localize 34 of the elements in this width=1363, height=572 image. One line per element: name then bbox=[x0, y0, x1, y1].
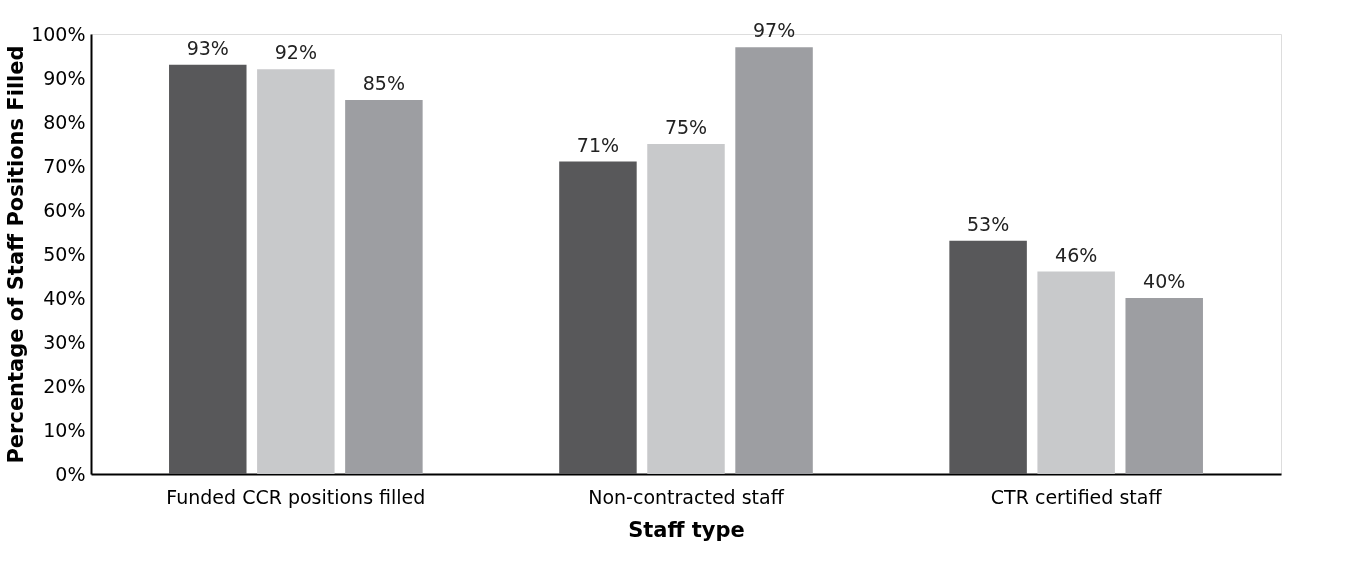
y-tick-label: 60% bbox=[43, 198, 86, 221]
data-label: 75% bbox=[664, 116, 708, 138]
bar bbox=[345, 100, 423, 474]
y-tick-label: 40% bbox=[43, 286, 86, 309]
x-tick-label: Funded CCR positions filled bbox=[166, 485, 426, 508]
y-tick-label: 10% bbox=[43, 418, 86, 441]
y-tick-label: 70% bbox=[43, 154, 86, 177]
y-tick-label: 80% bbox=[43, 110, 86, 133]
y-axis-title: Percentage of Staff Positions Filled bbox=[4, 45, 29, 464]
bar bbox=[647, 144, 725, 474]
bar bbox=[257, 69, 335, 474]
x-axis-title: Staff type bbox=[628, 517, 745, 542]
bar bbox=[949, 240, 1027, 474]
y-tick-label: 100% bbox=[31, 22, 86, 45]
y-tick-label: 50% bbox=[43, 242, 86, 265]
data-label: 93% bbox=[186, 36, 229, 59]
bar bbox=[169, 64, 247, 474]
bar bbox=[735, 47, 813, 474]
bar bbox=[1037, 271, 1115, 474]
data-label: 40% bbox=[1143, 270, 1186, 292]
bar bbox=[1125, 298, 1203, 474]
bar bbox=[559, 161, 637, 474]
x-tick-label: Non-contracted staff bbox=[588, 485, 785, 508]
data-label: 71% bbox=[576, 133, 620, 156]
y-tick-label: 90% bbox=[43, 66, 86, 89]
y-tick-label: 0% bbox=[55, 462, 86, 485]
data-label: 85% bbox=[362, 72, 406, 94]
x-tick-label: CTR certified staff bbox=[990, 485, 1163, 508]
data-label: 53% bbox=[966, 212, 1010, 235]
data-label: 92% bbox=[274, 41, 317, 64]
data-label: 46% bbox=[1055, 243, 1098, 266]
y-tick-label: 30% bbox=[43, 330, 86, 353]
data-label: 97% bbox=[752, 19, 796, 42]
y-tick-label: 20% bbox=[43, 374, 86, 397]
